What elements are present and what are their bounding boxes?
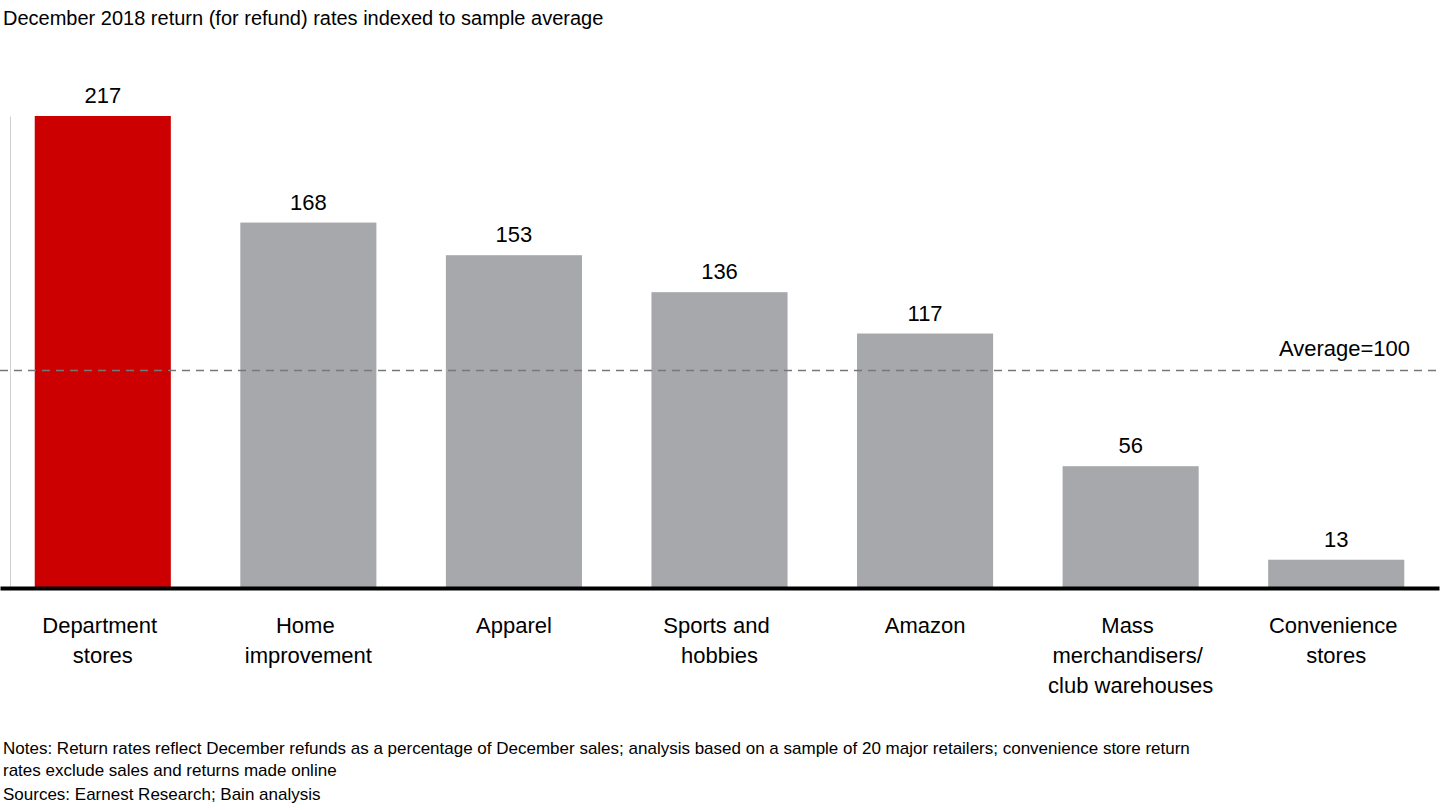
note: rates exclude sales and returns made onl… <box>3 761 337 780</box>
bar <box>240 223 376 588</box>
bar <box>857 334 993 588</box>
x-tick-label-line: club warehouses <box>1048 673 1213 698</box>
x-tick: Convenience stores <box>1269 588 1404 668</box>
bar <box>651 292 787 588</box>
x-tick-label: Home improvement <box>245 613 372 668</box>
x-tick: Sports and hobbies <box>663 588 776 668</box>
x-tick-label: Convenience stores <box>1269 613 1404 668</box>
x-tick-label: Mass merchandisers/ club warehouses <box>1048 613 1213 698</box>
x-tick-label-line: improvement <box>245 643 372 668</box>
y-axis <box>10 117 11 589</box>
data-label: 168 <box>290 190 327 215</box>
x-tick-label-line: merchandisers/ <box>1052 643 1209 668</box>
data-label: 56 <box>1118 433 1142 458</box>
x-tick: Apparel <box>476 588 552 638</box>
x-tick-label-line: stores <box>1306 643 1366 668</box>
chart: December 2018 return (for refund) rates … <box>0 0 1440 810</box>
x-tick-label-line: Amazon <box>885 613 966 638</box>
x-tick: Home improvement <box>245 588 372 668</box>
x-axis-line <box>1 587 1440 591</box>
note: Notes: Return rates reflect December ref… <box>3 739 1190 758</box>
x-tick-label-line: Convenience <box>1269 613 1404 638</box>
data-label: 13 <box>1324 527 1348 552</box>
x-tick-label-line: stores <box>73 643 133 668</box>
x-tick: Department stores <box>42 588 163 668</box>
plot-area <box>35 116 1405 588</box>
x-tick-label: Department stores <box>42 613 163 668</box>
data-label: 136 <box>701 259 738 284</box>
x-axis: Department stores Home improvement Apparel… <box>1 588 1440 698</box>
sources: Sources: Earnest Research; Bain analysis <box>3 785 321 804</box>
bar <box>35 116 171 588</box>
y-axis-line <box>10 117 11 589</box>
bar <box>1268 560 1404 588</box>
x-tick: Amazon <box>885 588 966 638</box>
x-tick-label: Amazon <box>885 613 966 638</box>
average-label: Average=100 <box>1279 336 1410 361</box>
x-tick-label: Apparel <box>476 613 552 638</box>
bar <box>446 255 582 588</box>
x-tick: Mass merchandisers/ club warehouses <box>1048 588 1213 698</box>
x-tick-label-line: Mass <box>1101 613 1160 638</box>
x-tick-label-line: Home <box>276 613 341 638</box>
x-tick-label-line: Department <box>42 613 163 638</box>
x-tick-label: Sports and hobbies <box>663 613 776 668</box>
title: December 2018 return (for refund) rates … <box>3 7 603 29</box>
data-label: 117 <box>908 301 943 326</box>
data-label: 217 <box>84 83 121 108</box>
x-tick-label-line: Apparel <box>476 613 552 638</box>
x-tick-label-line: hobbies <box>681 643 758 668</box>
average-line <box>0 370 1440 371</box>
x-tick-label-line: Sports and <box>663 613 776 638</box>
bar <box>1063 466 1199 588</box>
data-label: 153 <box>496 222 533 247</box>
